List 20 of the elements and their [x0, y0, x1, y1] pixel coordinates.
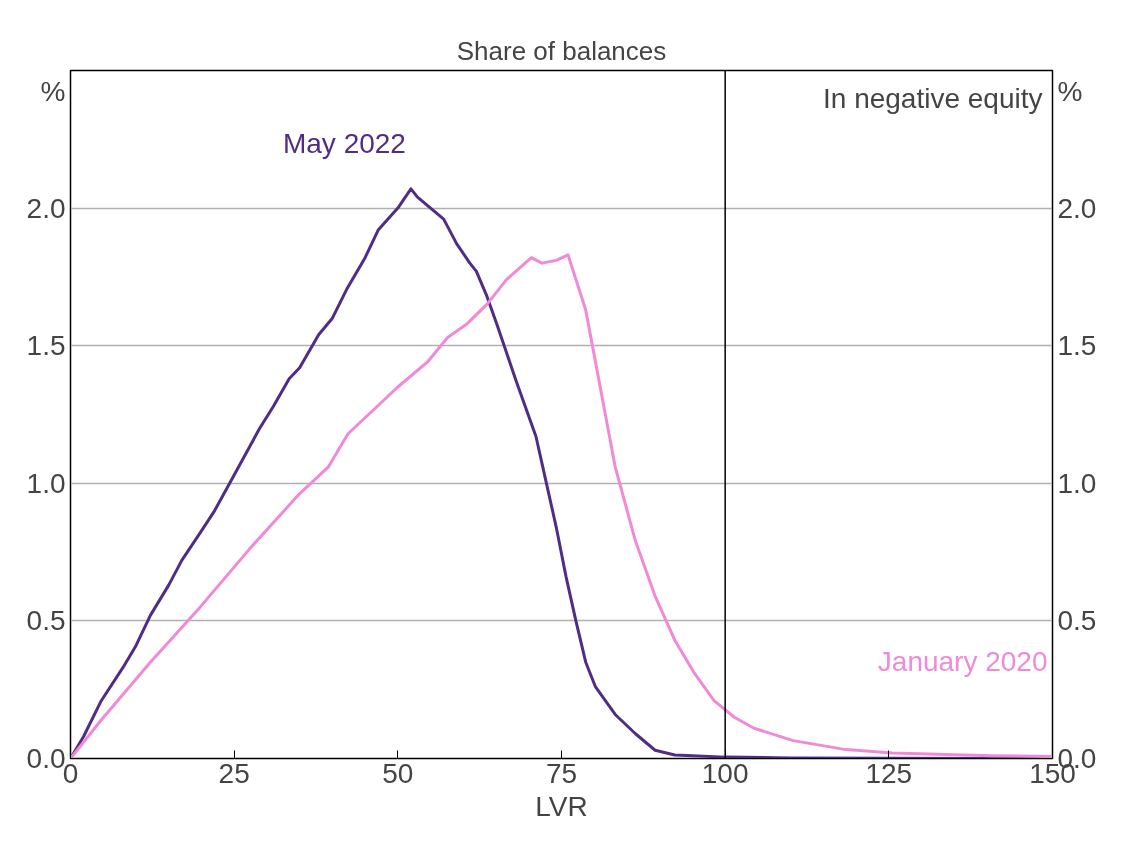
y-tick-label: 1.0 [26, 467, 66, 499]
chart-title: Share of balances [456, 35, 667, 66]
y2-tick-label: 2.0 [1057, 192, 1097, 224]
y-tick-label: 0.5 [26, 605, 66, 637]
x-tick-label: 100 [701, 757, 749, 789]
series-label: May 2022 [282, 127, 406, 159]
x-tick-label: 50 [382, 757, 414, 789]
x-tick-label: 125 [865, 757, 913, 789]
y2-tick-label: 1.5 [1057, 330, 1097, 362]
y2-axis-title: % [1057, 75, 1083, 107]
y-tick-label: 1.5 [26, 330, 66, 362]
y2-tick-label: 1.0 [1057, 467, 1097, 499]
text: January 2020 [877, 645, 1048, 677]
y-axis-title: % [40, 75, 66, 107]
y2-tick-label: 0.5 [1057, 605, 1097, 637]
x-tick-label: 75 [545, 757, 578, 789]
x-tick-label: 25 [218, 757, 250, 789]
annotation: In negative equity [823, 82, 1043, 114]
y-tick-label: 2.0 [26, 192, 66, 224]
x-axis-title: LVR [535, 790, 588, 822]
